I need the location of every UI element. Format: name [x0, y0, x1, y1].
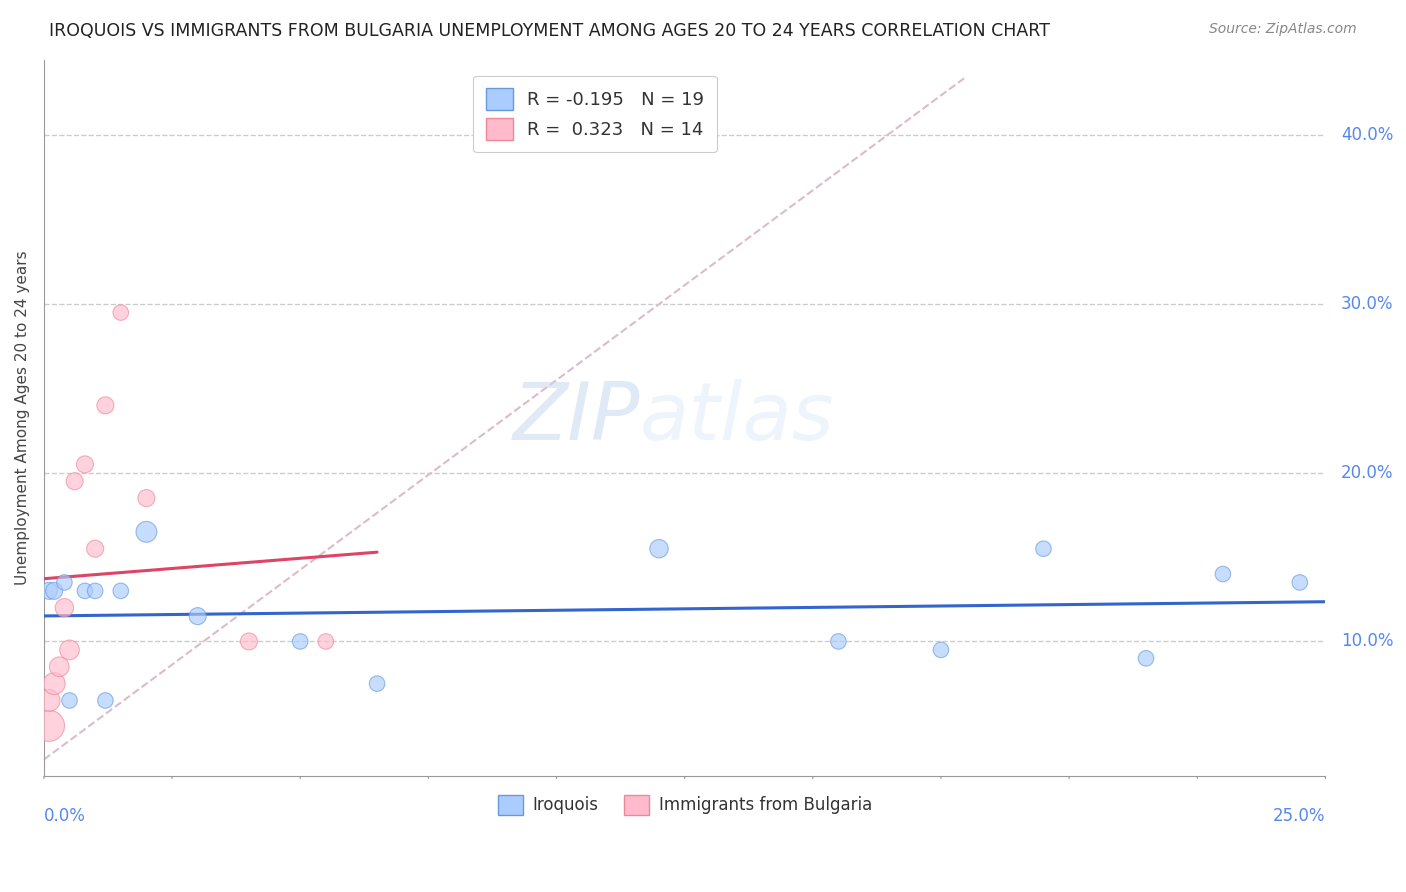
- Point: [38, 583, 60, 598]
- Point: [135, 491, 157, 505]
- Point: [238, 634, 260, 648]
- Point: [929, 643, 952, 657]
- Point: [1032, 541, 1054, 556]
- Point: [84, 583, 107, 598]
- Point: [1135, 651, 1157, 665]
- Point: [290, 634, 312, 648]
- Text: 0.0%: 0.0%: [44, 806, 86, 825]
- Point: [48, 659, 70, 673]
- Point: [135, 524, 157, 539]
- Point: [110, 583, 132, 598]
- Text: 25.0%: 25.0%: [1272, 806, 1326, 825]
- Point: [366, 676, 388, 690]
- Text: 30.0%: 30.0%: [1341, 295, 1393, 313]
- Point: [44, 676, 66, 690]
- Point: [94, 693, 117, 707]
- Point: [73, 458, 96, 472]
- Text: IROQUOIS VS IMMIGRANTS FROM BULGARIA UNEMPLOYMENT AMONG AGES 20 TO 24 YEARS CORR: IROQUOIS VS IMMIGRANTS FROM BULGARIA UNE…: [49, 22, 1050, 40]
- Point: [187, 609, 209, 624]
- Point: [84, 541, 107, 556]
- Point: [38, 693, 60, 707]
- Point: [1288, 575, 1310, 590]
- Text: 40.0%: 40.0%: [1341, 127, 1393, 145]
- Text: ZIP: ZIP: [512, 379, 640, 457]
- Text: atlas: atlas: [640, 379, 835, 457]
- Point: [94, 398, 117, 412]
- Point: [827, 634, 849, 648]
- Legend: Iroquois, Immigrants from Bulgaria: Iroquois, Immigrants from Bulgaria: [491, 789, 879, 822]
- Point: [63, 475, 86, 489]
- Point: [58, 643, 80, 657]
- Point: [58, 693, 80, 707]
- Point: [53, 600, 76, 615]
- Y-axis label: Unemployment Among Ages 20 to 24 years: Unemployment Among Ages 20 to 24 years: [15, 251, 30, 585]
- Point: [648, 541, 671, 556]
- Point: [53, 575, 76, 590]
- Text: 20.0%: 20.0%: [1341, 464, 1393, 482]
- Text: Source: ZipAtlas.com: Source: ZipAtlas.com: [1209, 22, 1357, 37]
- Point: [73, 583, 96, 598]
- Point: [315, 634, 337, 648]
- Point: [44, 583, 66, 598]
- Point: [110, 305, 132, 319]
- Text: 10.0%: 10.0%: [1341, 632, 1393, 650]
- Point: [38, 719, 60, 733]
- Point: [1212, 567, 1234, 582]
